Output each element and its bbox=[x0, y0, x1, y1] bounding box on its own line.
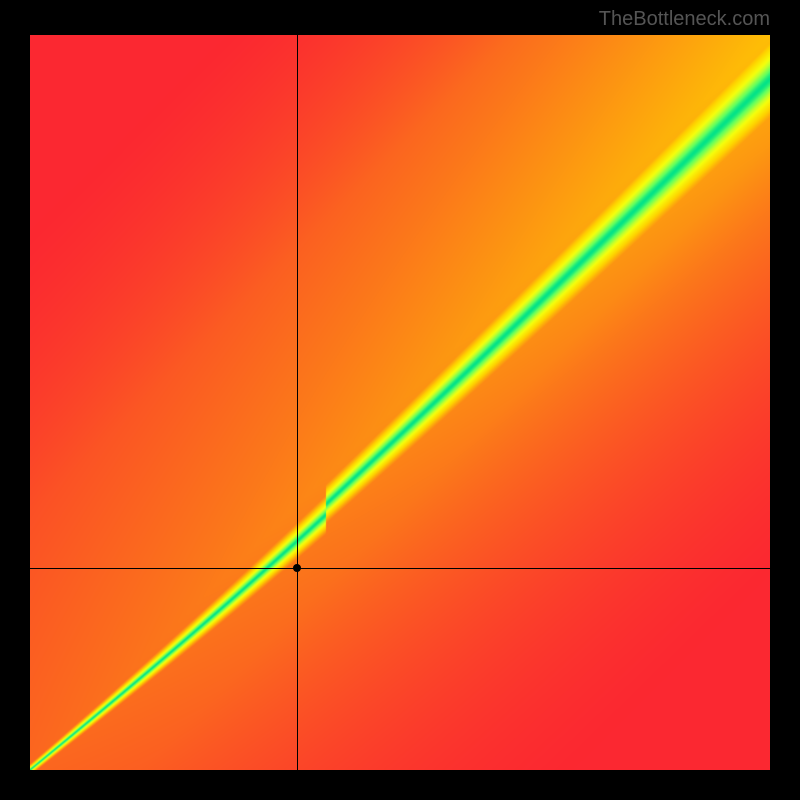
crosshair-horizontal bbox=[30, 568, 770, 569]
chart-container: TheBottleneck.com bbox=[0, 0, 800, 800]
watermark-text: TheBottleneck.com bbox=[599, 8, 770, 31]
heatmap-canvas bbox=[30, 35, 770, 770]
marker-dot bbox=[293, 564, 301, 572]
plot-area bbox=[30, 35, 770, 770]
crosshair-vertical bbox=[297, 35, 298, 770]
